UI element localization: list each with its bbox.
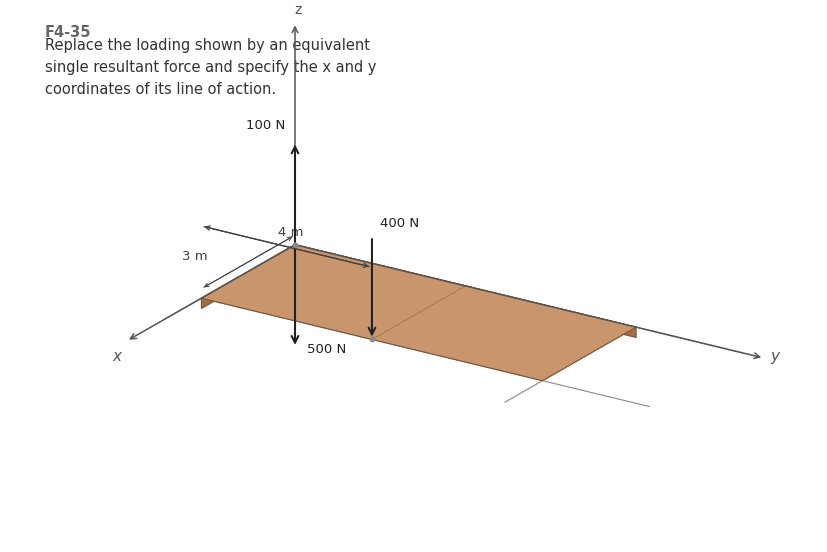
- Text: Replace the loading shown by an equivalent
single resultant force and specify th: Replace the loading shown by an equivale…: [45, 39, 376, 97]
- Text: z: z: [294, 3, 301, 17]
- Text: 100 N: 100 N: [246, 119, 284, 132]
- Text: 500 N: 500 N: [307, 343, 346, 356]
- Text: 3 m: 3 m: [182, 251, 208, 263]
- Text: 4 m: 4 m: [278, 226, 303, 238]
- Text: x: x: [112, 349, 122, 364]
- Polygon shape: [201, 245, 635, 381]
- Polygon shape: [201, 245, 294, 309]
- Polygon shape: [294, 245, 635, 337]
- Text: 4 m: 4 m: [500, 357, 525, 369]
- Text: y: y: [769, 349, 778, 364]
- Text: F4-35: F4-35: [45, 25, 92, 40]
- Text: 400 N: 400 N: [380, 217, 418, 230]
